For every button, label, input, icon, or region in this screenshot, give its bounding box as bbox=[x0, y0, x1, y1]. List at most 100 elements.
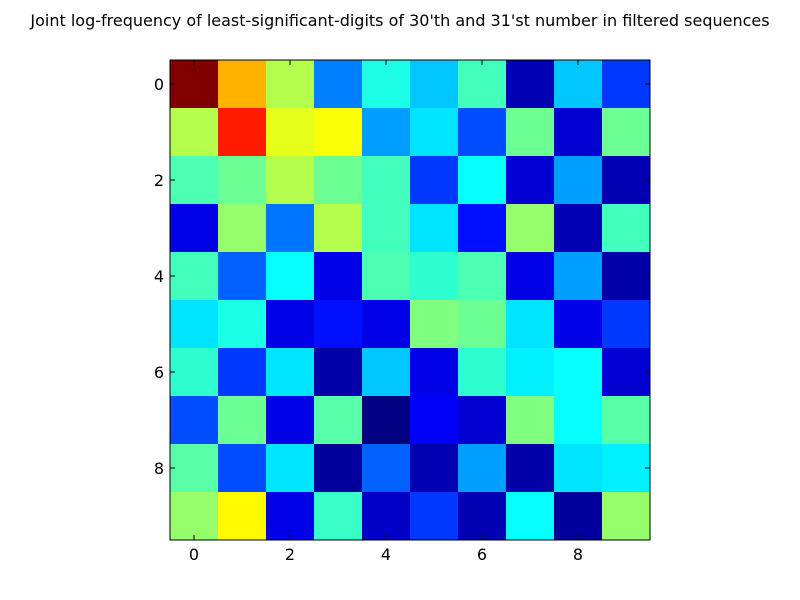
heatmap-cell-r3-c6 bbox=[458, 204, 507, 253]
heatmap-cell-r2-c6 bbox=[458, 156, 507, 205]
heatmap-cell-r3-c4 bbox=[362, 204, 411, 253]
heatmap-cell-r3-c3 bbox=[314, 204, 363, 253]
heatmap-cell-r4-c4 bbox=[362, 252, 411, 301]
heatmap-cell-r6-c0 bbox=[170, 348, 219, 397]
heatmap-cell-r2-c9 bbox=[602, 156, 651, 205]
heatmap-cell-r2-c2 bbox=[266, 156, 315, 205]
heatmap-cell-r2-c4 bbox=[362, 156, 411, 205]
heatmap-cell-r4-c5 bbox=[410, 252, 459, 301]
heatmap-cell-r0-c0 bbox=[170, 60, 219, 109]
heatmap-cell-r9-c6 bbox=[458, 492, 507, 541]
heatmap-cell-r0-c7 bbox=[506, 60, 555, 109]
heatmap-cell-r2-c5 bbox=[410, 156, 459, 205]
heatmap-cell-r8-c3 bbox=[314, 444, 363, 493]
heatmap-cell-r8-c0 bbox=[170, 444, 219, 493]
heatmap-cell-r6-c9 bbox=[602, 348, 651, 397]
heatmap-cell-r0-c8 bbox=[554, 60, 603, 109]
heatmap-cell-r0-c2 bbox=[266, 60, 315, 109]
heatmap-cell-r4-c2 bbox=[266, 252, 315, 301]
heatmap-cell-r6-c3 bbox=[314, 348, 363, 397]
heatmap-cell-r5-c2 bbox=[266, 300, 315, 349]
heatmap-cell-r7-c5 bbox=[410, 396, 459, 445]
heatmap-cell-r9-c5 bbox=[410, 492, 459, 541]
heatmap-cell-r8-c4 bbox=[362, 444, 411, 493]
heatmap-cell-r5-c1 bbox=[218, 300, 267, 349]
heatmap-cell-r5-c4 bbox=[362, 300, 411, 349]
heatmap-cell-r4-c9 bbox=[602, 252, 651, 301]
x-tick-label: 2 bbox=[285, 545, 295, 564]
heatmap-cell-r5-c0 bbox=[170, 300, 219, 349]
heatmap-cell-r1-c6 bbox=[458, 108, 507, 157]
x-tick-label: 6 bbox=[477, 545, 487, 564]
heatmap-cell-r9-c7 bbox=[506, 492, 555, 541]
heatmap-cell-r3-c7 bbox=[506, 204, 555, 253]
heatmap-cell-r3-c2 bbox=[266, 204, 315, 253]
heatmap-cell-r3-c5 bbox=[410, 204, 459, 253]
heatmap-cell-r5-c5 bbox=[410, 300, 459, 349]
heatmap-cell-r7-c2 bbox=[266, 396, 315, 445]
heatmap-cell-r7-c0 bbox=[170, 396, 219, 445]
heatmap-cell-r8-c6 bbox=[458, 444, 507, 493]
heatmap-cell-r2-c0 bbox=[170, 156, 219, 205]
heatmap-cell-r3-c0 bbox=[170, 204, 219, 253]
heatmap-cell-r3-c1 bbox=[218, 204, 267, 253]
heatmap-cell-r7-c4 bbox=[362, 396, 411, 445]
heatmap-cell-r7-c7 bbox=[506, 396, 555, 445]
y-tick-label: 2 bbox=[154, 171, 164, 190]
heatmap-cell-r7-c3 bbox=[314, 396, 363, 445]
heatmap-cell-r1-c7 bbox=[506, 108, 555, 157]
heatmap-cell-r1-c3 bbox=[314, 108, 363, 157]
heatmap-cell-r9-c0 bbox=[170, 492, 219, 541]
heatmap-cell-r9-c3 bbox=[314, 492, 363, 541]
heatmap-cell-r1-c2 bbox=[266, 108, 315, 157]
heatmap-cell-r9-c8 bbox=[554, 492, 603, 541]
heatmap-cell-r3-c8 bbox=[554, 204, 603, 253]
heatmap-cell-r0-c6 bbox=[458, 60, 507, 109]
plot-frame bbox=[169, 59, 651, 541]
heatmap-cell-r1-c0 bbox=[170, 108, 219, 157]
heatmap-cell-r6-c4 bbox=[362, 348, 411, 397]
x-tick-label: 4 bbox=[381, 545, 391, 564]
chart-title: Joint log-frequency of least-significant… bbox=[29, 11, 769, 30]
heatmap-cell-r0-c3 bbox=[314, 60, 363, 109]
heatmap-cell-r6-c8 bbox=[554, 348, 603, 397]
heatmap-cell-r1-c9 bbox=[602, 108, 651, 157]
heatmap-cell-r4-c3 bbox=[314, 252, 363, 301]
heatmap-cell-r9-c1 bbox=[218, 492, 267, 541]
heatmap-cell-r1-c4 bbox=[362, 108, 411, 157]
heatmap-cell-r0-c4 bbox=[362, 60, 411, 109]
heatmap-cell-r8-c9 bbox=[602, 444, 651, 493]
heatmap-cell-r8-c5 bbox=[410, 444, 459, 493]
heatmap-cell-r4-c8 bbox=[554, 252, 603, 301]
heatmap-cell-r0-c1 bbox=[218, 60, 267, 109]
heatmap-cell-r6-c2 bbox=[266, 348, 315, 397]
heatmap-cell-r0-c9 bbox=[602, 60, 651, 109]
heatmap-cell-r5-c3 bbox=[314, 300, 363, 349]
heatmap-cell-r0-c5 bbox=[410, 60, 459, 109]
heatmap-cell-r8-c8 bbox=[554, 444, 603, 493]
heatmap-cell-r6-c1 bbox=[218, 348, 267, 397]
y-tick-label: 6 bbox=[154, 363, 164, 382]
heatmap-cell-r9-c9 bbox=[602, 492, 651, 541]
heatmap-cell-r9-c2 bbox=[266, 492, 315, 541]
heatmap-cell-r7-c9 bbox=[602, 396, 651, 445]
axis-tick-labels: 0 2 4 6 8 0 2 4 6 8 bbox=[154, 75, 583, 564]
heatmap-cell-r1-c5 bbox=[410, 108, 459, 157]
heatmap-cell-r4-c7 bbox=[506, 252, 555, 301]
heatmap-cell-r2-c8 bbox=[554, 156, 603, 205]
heatmap-cell-r8-c2 bbox=[266, 444, 315, 493]
heatmap-cell-r5-c8 bbox=[554, 300, 603, 349]
heatmap-cell-r4-c0 bbox=[170, 252, 219, 301]
heatmap-cell-r7-c6 bbox=[458, 396, 507, 445]
heatmap-cell-r3-c9 bbox=[602, 204, 651, 253]
y-tick-label: 4 bbox=[154, 267, 164, 286]
y-tick-label: 0 bbox=[154, 75, 164, 94]
heatmap-cell-r5-c6 bbox=[458, 300, 507, 349]
heatmap-cell-r6-c6 bbox=[458, 348, 507, 397]
heatmap-cell-r2-c3 bbox=[314, 156, 363, 205]
heatmap-cell-r2-c7 bbox=[506, 156, 555, 205]
heatmap-cell-r7-c1 bbox=[218, 396, 267, 445]
heatmap-cell-r4-c6 bbox=[458, 252, 507, 301]
heatmap-cell-r1-c1 bbox=[218, 108, 267, 157]
